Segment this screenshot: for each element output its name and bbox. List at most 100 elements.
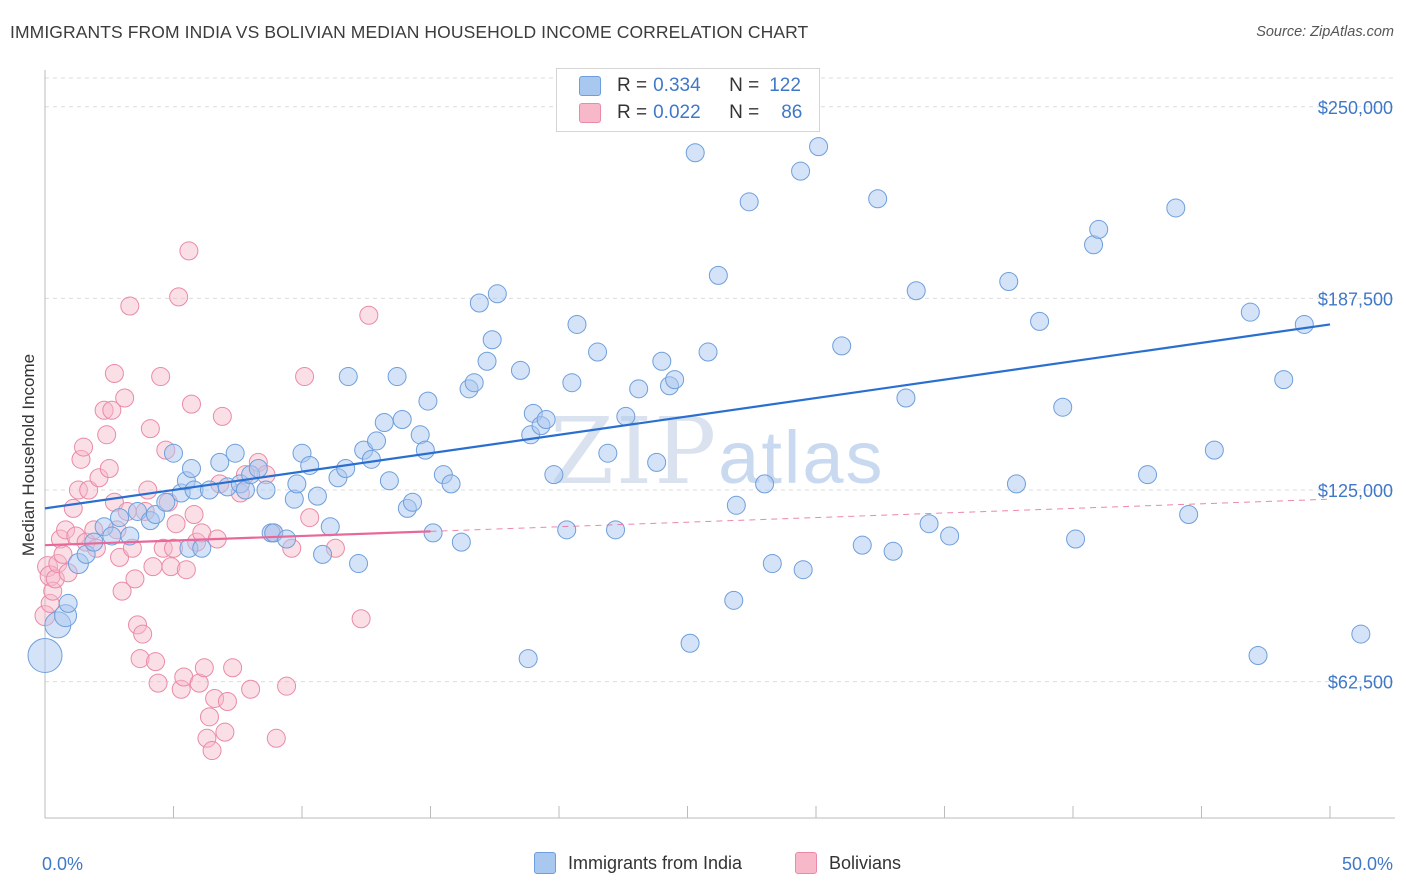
india-point bbox=[320, 517, 340, 537]
bolivians-point bbox=[199, 707, 219, 727]
india-point bbox=[361, 449, 381, 469]
bolivians-point bbox=[179, 241, 199, 261]
bolivians-point bbox=[112, 581, 132, 601]
india-point bbox=[1179, 505, 1199, 525]
bolivians-point bbox=[63, 498, 83, 518]
bottom-legend-swatch-bolivians bbox=[795, 852, 817, 874]
india-point bbox=[1204, 440, 1224, 460]
india-point bbox=[868, 189, 888, 209]
india-point bbox=[27, 638, 63, 674]
bolivians-point bbox=[128, 615, 148, 635]
india-point bbox=[518, 649, 538, 669]
bolivians-point bbox=[140, 419, 160, 439]
axes bbox=[44, 70, 1395, 819]
bolivians-trend-extension bbox=[430, 498, 1331, 532]
india-point bbox=[724, 590, 744, 610]
india-point bbox=[256, 480, 276, 500]
axis-labels: $62,500 $125,000 $187,500 $250,000 0.0% 50.0%… bbox=[19, 98, 1393, 874]
legend-r-value-india: 0.334 bbox=[653, 75, 701, 96]
bolivians-point bbox=[223, 658, 243, 678]
legend-r-label-bolivians: R = bbox=[617, 102, 648, 123]
bolivians-point bbox=[176, 560, 196, 580]
india-point bbox=[1138, 465, 1158, 485]
india-point bbox=[606, 520, 626, 540]
bottom-legend-india[interactable]: Immigrants from India bbox=[534, 852, 742, 874]
india-point bbox=[1053, 397, 1073, 417]
legend-swatch-bolivians bbox=[579, 103, 601, 123]
trend-lines bbox=[44, 323, 1331, 547]
bolivians-point bbox=[110, 547, 130, 567]
india-point bbox=[464, 373, 484, 393]
legend-n-value-india: 122 bbox=[769, 75, 801, 96]
bolivians-point bbox=[143, 557, 163, 577]
bolivians-point bbox=[359, 305, 379, 325]
india-point bbox=[1166, 198, 1186, 218]
india-point bbox=[1089, 219, 1109, 239]
legend-n-label-india: N = bbox=[729, 75, 760, 96]
bolivians-point bbox=[166, 514, 186, 534]
x-tick-label-min: 0.0% bbox=[42, 854, 83, 874]
bolivians-point bbox=[71, 449, 91, 469]
bolivians-point bbox=[217, 692, 237, 712]
india-point bbox=[793, 560, 813, 580]
india-point bbox=[1248, 646, 1268, 666]
india-point bbox=[392, 409, 412, 429]
india-point bbox=[248, 459, 268, 479]
bottom-legend-label-india: Immigrants from India bbox=[568, 852, 743, 873]
india-point bbox=[665, 370, 685, 390]
bolivians-point bbox=[266, 728, 286, 748]
india-point bbox=[1240, 302, 1260, 322]
india-point bbox=[338, 367, 358, 387]
bolivians-point bbox=[43, 581, 63, 601]
india-point bbox=[164, 443, 183, 463]
y-tick-label: $125,000 bbox=[1318, 481, 1393, 501]
india-point bbox=[336, 459, 356, 479]
bolivians-point bbox=[197, 728, 217, 748]
india-point bbox=[883, 541, 903, 561]
india-point bbox=[544, 465, 564, 485]
india-point bbox=[487, 284, 507, 304]
india-point bbox=[616, 406, 636, 426]
bolivians-point bbox=[215, 722, 235, 742]
india-point bbox=[418, 391, 438, 411]
india-point bbox=[287, 474, 307, 494]
bolivians-point bbox=[277, 676, 297, 696]
india-point bbox=[58, 593, 78, 613]
bolivians-point bbox=[125, 569, 145, 589]
india-point bbox=[313, 544, 333, 564]
india-point bbox=[762, 554, 782, 574]
bolivians-point bbox=[151, 367, 171, 387]
india-point bbox=[1066, 529, 1086, 549]
india-trend-line bbox=[44, 323, 1331, 510]
india-point bbox=[1294, 314, 1314, 334]
india-point bbox=[210, 452, 230, 472]
india-point bbox=[906, 281, 926, 301]
bolivians-point bbox=[138, 480, 158, 500]
bolivians-point bbox=[184, 505, 204, 525]
india-point bbox=[110, 508, 130, 528]
india-point bbox=[451, 532, 471, 552]
y-tick-label: $62,500 bbox=[1328, 673, 1393, 693]
india-point bbox=[146, 505, 166, 525]
india-point bbox=[598, 443, 618, 463]
bolivians-point bbox=[194, 658, 214, 678]
india-point bbox=[680, 633, 700, 653]
bolivians-point bbox=[74, 437, 94, 457]
x-tick-label-max: 50.0% bbox=[1342, 854, 1393, 874]
india-point bbox=[156, 492, 176, 512]
bottom-legend-bolivians[interactable]: Bolivians bbox=[795, 852, 901, 874]
india-point bbox=[1274, 370, 1294, 390]
india-point bbox=[629, 379, 649, 399]
bolivians-point bbox=[99, 459, 119, 479]
chart-title: IMMIGRANTS FROM INDIA VS BOLIVIAN MEDIAN… bbox=[10, 22, 809, 42]
india-point bbox=[809, 137, 829, 157]
bolivians-point bbox=[102, 400, 122, 420]
bolivians-point bbox=[56, 520, 76, 540]
india-point bbox=[225, 443, 245, 463]
legend-row-india: R = 0.334 N = 122 bbox=[579, 73, 801, 99]
india-point bbox=[482, 330, 502, 350]
bolivians-point bbox=[181, 394, 201, 414]
legend-swatch-india bbox=[579, 76, 601, 96]
india-point bbox=[791, 161, 811, 181]
